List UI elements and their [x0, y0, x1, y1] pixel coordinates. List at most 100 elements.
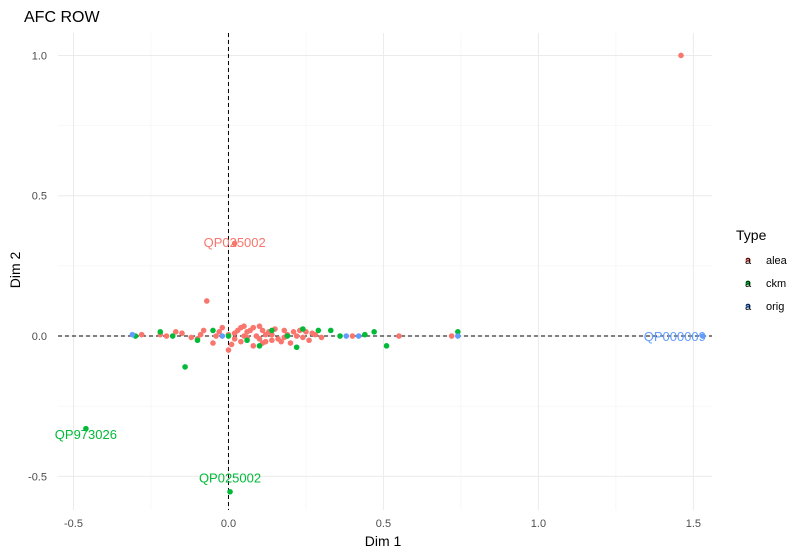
data-point-ckm — [300, 326, 306, 332]
data-point-orig — [219, 333, 226, 339]
data-point-ckm — [383, 343, 390, 349]
data-point-orig — [343, 333, 350, 339]
data-point-alea — [256, 323, 263, 330]
data-point-orig — [129, 331, 136, 338]
data-point-alea — [262, 331, 269, 338]
data-point-alea — [163, 333, 170, 339]
data-point-alea — [250, 324, 257, 331]
data-point-alea — [231, 336, 238, 342]
data-point-ckm — [337, 333, 343, 339]
data-point-alea — [396, 333, 402, 339]
point-label: QP973026 — [55, 427, 117, 442]
point-annotations: QP025002 QP000009 QP973026 QP025002 — [55, 235, 706, 486]
legend-entry-label: orig — [766, 301, 784, 313]
legend-key-point — [745, 257, 751, 263]
data-point-ckm — [227, 488, 233, 495]
data-point-ckm — [157, 329, 164, 335]
y-tick-label: 1.0 — [32, 50, 47, 62]
data-point-alea — [281, 327, 288, 334]
point-label: QP025002 — [199, 471, 261, 486]
legend-key-point — [745, 280, 751, 286]
data-point-alea — [138, 331, 145, 338]
legend-key-point — [745, 303, 751, 309]
legend-key-glyph: a — [745, 278, 752, 290]
data-point-ckm — [182, 364, 188, 370]
data-point-alea — [219, 324, 226, 331]
data-point-alea — [244, 329, 250, 335]
point-label: QP000009 — [644, 329, 706, 344]
legend-key-glyph: a — [745, 255, 752, 267]
legend-key-glyph: a — [745, 301, 752, 313]
data-point-ckm — [269, 327, 275, 334]
data-point-alea — [200, 327, 207, 334]
data-point-alea — [306, 337, 312, 344]
data-point-alea — [216, 329, 222, 335]
data-point-alea — [256, 336, 263, 342]
data-point-ckm — [244, 337, 250, 344]
data-point-alea — [250, 343, 257, 349]
data-point-ckm — [455, 329, 461, 335]
data-point-alea — [179, 330, 185, 337]
data-point-alea — [448, 333, 455, 339]
data-point-alea — [231, 240, 238, 247]
y-tick-label: -0.5 — [28, 471, 47, 483]
data-point-ckm — [371, 329, 377, 335]
data-points — [83, 52, 706, 495]
data-point-alea — [197, 331, 204, 338]
chart-title: AFC ROW — [24, 9, 100, 26]
x-tick-label: -0.5 — [64, 518, 83, 530]
data-point-alea — [290, 329, 297, 335]
data-point-ckm — [284, 333, 291, 339]
data-point-alea — [188, 334, 195, 341]
data-point-alea — [225, 347, 232, 353]
y-tick-label: 0.5 — [32, 191, 47, 203]
x-tick-label: 0.0 — [221, 518, 236, 530]
data-point-ckm — [169, 333, 176, 339]
data-point-ckm — [210, 327, 216, 334]
x-axis-label: Dim 1 — [365, 533, 402, 549]
data-point-orig — [699, 333, 706, 339]
reference-lines — [58, 33, 712, 510]
x-tick-label: 1.0 — [531, 518, 546, 530]
data-point-alea — [300, 334, 306, 341]
x-axis-ticks: -0.5 0.0 0.5 1.0 1.5 — [64, 518, 701, 530]
data-point-alea — [213, 333, 219, 339]
data-point-ckm — [362, 331, 368, 338]
data-point-orig — [455, 333, 461, 339]
data-point-ckm — [225, 333, 232, 339]
data-point-alea — [228, 341, 235, 348]
data-point-ckm — [315, 327, 322, 334]
legend: Type a alea a ckm a orig — [736, 227, 788, 313]
data-point-alea — [269, 337, 275, 344]
grid — [58, 33, 712, 510]
x-tick-label: 1.5 — [686, 518, 701, 530]
data-point-alea — [241, 333, 247, 339]
data-point-ckm — [194, 337, 201, 344]
y-axis-label: Dim 2 — [7, 252, 23, 289]
data-point-alea — [172, 329, 179, 335]
legend-entry-label: ckm — [766, 278, 786, 290]
data-point-alea — [203, 298, 210, 304]
point-label: QP025002 — [204, 235, 266, 250]
data-point-orig — [355, 333, 362, 339]
data-point-ckm — [327, 327, 334, 334]
data-point-alea — [278, 338, 284, 345]
data-point-ckm — [293, 344, 300, 351]
legend-title: Type — [736, 227, 767, 243]
y-tick-label: 0.0 — [32, 331, 47, 343]
data-point-alea — [238, 338, 244, 345]
data-point-alea — [678, 52, 684, 59]
data-point-alea — [210, 340, 216, 346]
data-point-ckm — [256, 343, 263, 349]
data-point-alea — [293, 333, 300, 339]
data-point-alea — [238, 324, 244, 331]
legend-entry-label: alea — [766, 255, 788, 267]
data-point-ckm — [83, 425, 89, 432]
data-point-alea — [309, 330, 315, 337]
x-tick-label: 0.5 — [376, 518, 391, 530]
y-axis-ticks: -0.5 0.0 0.5 1.0 — [28, 50, 47, 483]
data-point-alea — [349, 333, 356, 339]
data-point-alea — [259, 327, 266, 334]
data-point-alea — [318, 334, 325, 341]
